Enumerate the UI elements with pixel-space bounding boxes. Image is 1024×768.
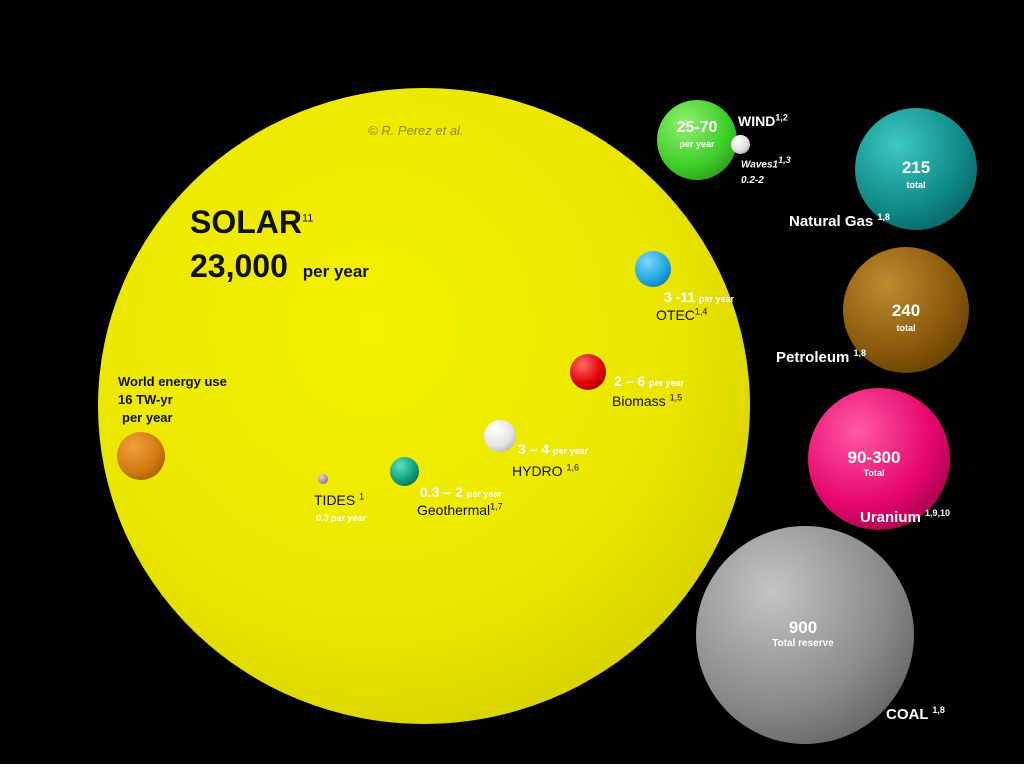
hydro-name: HYDRO [512,463,563,479]
uranium-name: Uranium [860,509,921,526]
world-energy-line1: World energy use [118,374,227,389]
solar-ref: 11 [302,212,314,225]
wind-name: WIND [738,113,776,129]
hydro-unit: per year [553,446,589,456]
waves-sphere [731,135,750,154]
natural-gas-unit: total [906,180,926,190]
world-energy-line2: 16 TW-yr [118,392,173,407]
solar-unit: per year [302,262,369,281]
uranium-ref: 1,9,10 [925,508,951,518]
otec-sphere [635,251,671,287]
world-energy-sphere [117,432,165,480]
petroleum-unit: total [896,323,916,333]
waves-value: 0.2-2 [741,175,764,186]
biomass-unit: per year [649,378,685,388]
waves-label: Waves11,3 [741,156,791,171]
uranium-sphere [808,388,950,530]
tides-ref: 1 [359,491,365,502]
tides-name: TIDES [314,492,356,508]
uranium-unit: Total [863,468,885,478]
uranium-value: 90-300 [847,448,901,467]
petroleum-sphere [843,247,969,373]
otec-value-line: 3 -11 per year [664,290,734,304]
geothermal-value: 0.3 – 2 [420,484,463,500]
biomass-sphere [570,354,606,390]
petroleum-ref: 1,8 [853,348,867,358]
otec-name: OTEC [656,307,695,323]
biomass-value: 2 – 6 [614,373,646,389]
coal-value: 900 [788,618,818,637]
coal-sphere [696,526,914,744]
tides-value: 0.3 per year [316,513,367,523]
coal-ref: 1,8 [932,705,945,715]
solar-value-line: 23,000 per year [190,250,369,282]
solar-name: SOLAR [190,204,302,240]
otec-ref: 1,4 [694,306,708,317]
wind-unit: per year [679,139,715,149]
coal-label: COAL 1,8 [886,705,945,723]
credit-text: © R. Perez et al. [368,123,464,138]
otec-value: 3 -11 [664,289,696,305]
solar-sphere [98,88,750,724]
geothermal-value-line: 0.3 – 2 per year [420,485,502,499]
waves-name: Waves1 [741,159,779,171]
hydro-sphere [484,420,516,452]
wind-value: 25-70 [676,119,718,136]
biomass-label: Biomass 1,5 [612,392,683,409]
biomass-value-line: 2 – 6 per year [614,374,684,388]
biomass-ref: 1,5 [669,392,683,403]
tides-sphere [318,474,328,484]
solar-title: SOLAR11 [190,206,313,238]
hydro-value: 3 – 4 [518,441,550,457]
otec-unit: per year [699,294,735,304]
coal-unit: Total reserve [772,638,834,649]
natural-gas-value: 215 [901,158,931,177]
petroleum-value: 240 [891,301,921,320]
waves-ref: 1,3 [778,155,791,165]
geothermal-name: Geothermal [417,502,491,518]
world-energy-line3: per year [122,410,173,425]
solar-value: 23,000 [190,248,288,284]
wind-label: WIND1,2 [738,112,788,129]
petroleum-label: Petroleum 1,8 [776,348,867,366]
hydro-value-line: 3 – 4 per year [518,442,588,456]
petroleum-name: Petroleum [776,349,850,366]
coal-name: COAL [886,706,929,723]
wind-sphere [657,100,737,180]
natural-gas-sphere [855,108,977,230]
tides-label: TIDES 1 [314,491,365,508]
geothermal-label: Geothermal1,7 [417,501,503,518]
hydro-ref: 1,6 [566,462,579,473]
uranium-label: Uranium 1,9,10 [860,508,951,526]
geothermal-unit: per year [466,489,502,499]
hydro-label: HYDRO 1,6 [512,462,579,479]
geothermal-ref: 1,7 [490,501,503,512]
bottom-border [0,764,1024,768]
natural-gas-ref: 1,8 [877,212,890,222]
natural-gas-name: Natural Gas [789,213,874,230]
wind-ref: 1,2 [775,112,788,123]
geothermal-sphere [390,457,419,486]
biomass-name: Biomass [612,393,666,409]
otec-label: OTEC1,4 [656,306,708,323]
natural-gas-label: Natural Gas 1,8 [789,212,890,230]
